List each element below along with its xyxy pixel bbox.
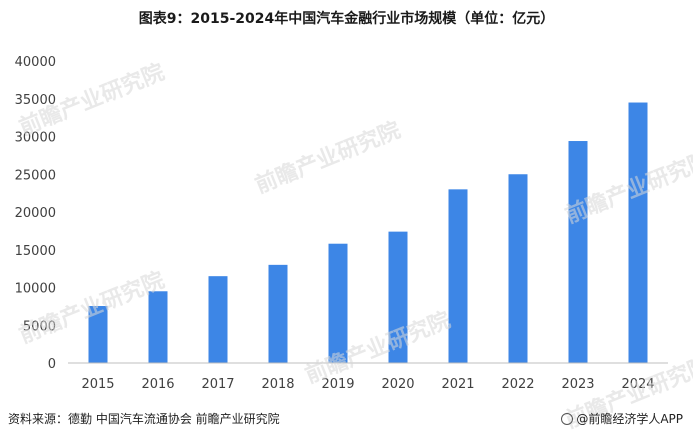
bar [148,291,168,363]
y-tick-label: 20000 [15,206,56,221]
x-axis: 2015 2016 2017 2018 2019 2020 2021 2022 2023 2024 [81,377,654,392]
x-tick-label: 2021 [441,377,474,392]
bar [508,174,528,363]
x-tick-label: 2024 [621,377,654,392]
x-tick-label: 2016 [141,377,174,392]
bar [388,231,408,363]
x-tick-label: 2022 [501,377,534,392]
bar [88,305,108,363]
bar [328,243,348,363]
x-tick-label: 2023 [561,377,594,392]
app-logo-icon [561,413,574,425]
y-tick-label: 35000 [15,93,56,108]
bar [208,276,228,363]
bar [268,264,288,363]
x-tick-label: 2019 [321,377,354,392]
chart-title: 图表9：2015-2024年中国汽车金融行业市场规模（单位：亿元） [138,11,555,27]
y-tick-label: 15000 [15,244,56,259]
credit-text: @前瞻经济学人APP [576,412,683,426]
x-tick-label: 2015 [81,377,114,392]
bar-series [88,102,648,364]
source-note: 资料来源：德勤 中国汽车流通协会 前瞻产业研究院 [8,412,280,426]
bar [448,189,468,363]
y-tick-label: 0 [48,357,56,372]
y-axis: 0 5000 10000 15000 20000 25000 30000 35000 40000 [15,55,56,372]
credit-note: @前瞻经济学人APP [561,410,683,427]
x-tick-label: 2018 [261,377,294,392]
y-tick-label: 25000 [15,168,56,183]
x-tick-label: 2017 [201,377,234,392]
bar [568,141,588,363]
bar [628,102,648,364]
y-tick-label: 5000 [23,319,56,334]
x-tick-label: 2020 [381,377,414,392]
y-tick-label: 30000 [15,131,56,146]
y-tick-label: 40000 [15,55,56,70]
y-tick-label: 10000 [15,282,56,297]
